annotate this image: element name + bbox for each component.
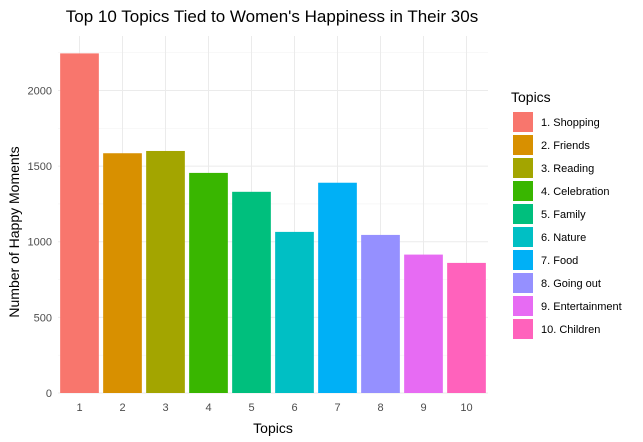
y-tick-label: 2000 bbox=[28, 85, 52, 97]
legend-key-8 bbox=[513, 273, 533, 293]
legend-key-4 bbox=[513, 181, 533, 201]
legend-key-7 bbox=[513, 250, 533, 270]
x-tick-label: 7 bbox=[334, 402, 340, 414]
x-tick-label: 5 bbox=[248, 402, 254, 414]
bar-2 bbox=[103, 153, 142, 393]
bar-4 bbox=[189, 172, 228, 393]
legend-items: 1. Shopping 2. Friends 3. Reading 4. Celebr… bbox=[513, 112, 622, 339]
x-axis-title: Topics bbox=[253, 420, 293, 436]
legend-key-9 bbox=[513, 296, 533, 316]
y-axis-title: Number of Happy Moments bbox=[6, 146, 22, 317]
legend-title: Topics bbox=[511, 89, 551, 105]
legend-key-2 bbox=[513, 135, 533, 155]
x-tick-label: 1 bbox=[76, 402, 82, 414]
bar-3 bbox=[146, 150, 185, 393]
legend-key-10 bbox=[513, 319, 533, 339]
bar-1 bbox=[60, 53, 99, 394]
x-tick-label: 3 bbox=[162, 402, 168, 414]
bars bbox=[60, 53, 486, 394]
legend-key-3 bbox=[513, 158, 533, 178]
x-axis-ticks: 1 2 3 4 5 6 7 8 9 10 bbox=[76, 402, 472, 414]
legend-label-6: 6. Nature bbox=[541, 232, 586, 244]
y-tick-label: 500 bbox=[34, 312, 52, 324]
chart-title: Top 10 Topics Tied to Women's Happiness … bbox=[66, 7, 478, 26]
y-tick-label: 0 bbox=[46, 388, 52, 400]
legend: Topics 1. Shopping 2. Friends 3. Reading 4.… bbox=[511, 89, 622, 339]
legend-label-1: 1. Shopping bbox=[541, 117, 600, 129]
x-tick-label: 8 bbox=[377, 402, 383, 414]
legend-label-8: 8. Going out bbox=[541, 278, 601, 290]
bar-5 bbox=[232, 191, 271, 393]
y-tick-label: 1500 bbox=[28, 161, 52, 173]
legend-label-7: 7. Food bbox=[541, 255, 578, 267]
legend-label-9: 9. Entertainment bbox=[541, 301, 622, 313]
legend-label-2: 2. Friends bbox=[541, 140, 590, 152]
legend-label-5: 5. Family bbox=[541, 209, 586, 221]
bar-7 bbox=[318, 182, 357, 393]
x-tick-label: 6 bbox=[291, 402, 297, 414]
bar-9 bbox=[404, 254, 443, 393]
legend-key-5 bbox=[513, 204, 533, 224]
legend-key-1 bbox=[513, 112, 533, 132]
x-tick-label: 10 bbox=[460, 402, 472, 414]
bar-6 bbox=[275, 231, 314, 393]
legend-key-6 bbox=[513, 227, 533, 247]
x-tick-label: 2 bbox=[119, 402, 125, 414]
y-axis-ticks: 0 500 1000 1500 2000 bbox=[28, 85, 52, 400]
x-tick-label: 4 bbox=[205, 402, 211, 414]
legend-label-10: 10. Children bbox=[541, 324, 600, 336]
bar-10 bbox=[447, 262, 486, 393]
legend-label-3: 3. Reading bbox=[541, 163, 594, 175]
y-tick-label: 1000 bbox=[28, 237, 52, 249]
bar-8 bbox=[361, 234, 400, 393]
legend-label-4: 4. Celebration bbox=[541, 186, 610, 198]
x-tick-label: 9 bbox=[420, 402, 426, 414]
